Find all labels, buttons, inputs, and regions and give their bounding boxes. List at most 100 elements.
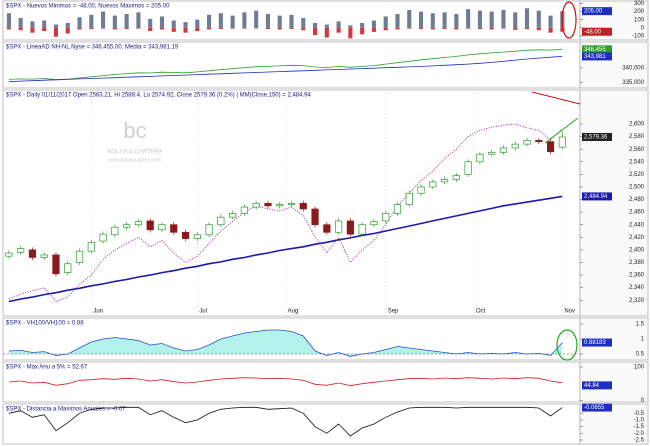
bar	[336, 21, 341, 28]
y-tick-label: 2,540	[629, 159, 645, 165]
y-tick-label: 2,400	[629, 247, 645, 253]
bar	[430, 27, 435, 30]
bar	[242, 27, 247, 29]
bar	[53, 24, 59, 28]
y-tick-label: 340,000	[622, 65, 644, 71]
candle-body	[440, 179, 449, 183]
price-box-label: 2,579.36	[584, 135, 608, 141]
candle-body	[170, 224, 178, 233]
bar	[242, 12, 247, 28]
bar	[30, 27, 35, 33]
candle-body	[523, 140, 531, 145]
bar	[230, 27, 235, 29]
y-tick-label: 300	[634, 1, 645, 7]
candle-body	[429, 181, 437, 188]
candle-body	[75, 250, 84, 263]
bar	[312, 22, 318, 28]
watermark: bc BOLSA & CARTERA www.bolsaycartera.com	[107, 118, 163, 164]
bar	[159, 16, 165, 28]
bar	[171, 20, 176, 28]
candle-body	[264, 202, 272, 207]
y-tick-label: 2,480	[629, 197, 645, 203]
watermark-logo: bc	[123, 118, 146, 143]
price-box	[582, 338, 612, 347]
price-box-label: 346,455	[584, 47, 606, 53]
bar	[112, 15, 117, 28]
bar	[53, 27, 59, 37]
candle-body	[134, 221, 143, 226]
y-tick-label: 2,360	[629, 273, 645, 279]
y-tick-label: 2,420	[629, 235, 645, 241]
candle-body	[99, 233, 107, 242]
bar	[289, 27, 294, 30]
panel-title: $SPX - LineaAD NH-NL Nyse = 346,455.00, …	[6, 45, 179, 51]
x-tick-label: Sep	[388, 309, 399, 315]
y-tick-label: -2.5	[634, 438, 645, 444]
bar	[442, 27, 447, 30]
bar	[277, 27, 282, 30]
candle-body	[205, 224, 213, 236]
bar	[513, 27, 518, 30]
line-series	[8, 195, 563, 303]
y-tick-label: 2,460	[629, 210, 645, 216]
bar	[348, 25, 353, 28]
bar	[265, 14, 271, 28]
y-tick-label: 2,600	[629, 122, 645, 128]
bar	[301, 27, 306, 31]
bar	[336, 27, 341, 33]
y-tick-label: 0.5	[636, 352, 645, 358]
bar	[265, 27, 271, 30]
y-tick-label: 200	[634, 9, 645, 15]
bar	[112, 27, 117, 30]
trend-line-support	[544, 117, 579, 144]
y-tick-label: 2,440	[629, 222, 645, 228]
bar	[254, 27, 259, 29]
x-tick-label: Aug	[288, 309, 299, 315]
candle-body	[123, 224, 131, 228]
bar	[371, 20, 376, 28]
bar	[395, 14, 400, 28]
price-box	[582, 192, 612, 201]
candle-body	[40, 254, 48, 258]
line-series	[8, 377, 563, 387]
bar	[77, 17, 82, 28]
candle-body	[393, 204, 402, 214]
candle-body	[417, 186, 425, 194]
candle-body	[28, 249, 37, 258]
candle-body	[335, 220, 343, 233]
bar	[218, 27, 223, 30]
candle-body	[17, 248, 25, 253]
bar	[183, 27, 188, 33]
bar	[136, 12, 141, 28]
bar	[195, 19, 200, 28]
panel-title: $SPX - VH100/VH100 = 0.88	[6, 321, 84, 327]
candle-body	[87, 241, 95, 252]
candle-body	[535, 140, 543, 142]
candle-body	[452, 175, 460, 180]
candle-body	[252, 202, 260, 208]
bar	[124, 27, 129, 30]
bar	[383, 27, 388, 31]
bar	[348, 27, 353, 39]
candle-body	[405, 192, 413, 205]
candle-body	[193, 234, 201, 239]
bar	[18, 27, 23, 31]
y-tick-label: 2,500	[629, 185, 645, 191]
x-tick-label: Jul	[199, 309, 207, 315]
price-box-label: 343,981	[584, 54, 606, 60]
bar	[371, 27, 376, 32]
bar	[101, 11, 106, 28]
line-series	[8, 56, 563, 83]
bar	[489, 11, 494, 28]
bar	[230, 15, 235, 28]
price-box-label: 2,484.94	[584, 194, 608, 200]
bar	[407, 27, 412, 29]
candle-body	[229, 213, 237, 218]
candle-body	[52, 254, 60, 275]
price-box-label: 44.84	[584, 383, 600, 389]
candle-body	[476, 153, 484, 163]
bar	[30, 21, 35, 28]
price-box	[582, 403, 612, 412]
bar	[501, 27, 506, 29]
